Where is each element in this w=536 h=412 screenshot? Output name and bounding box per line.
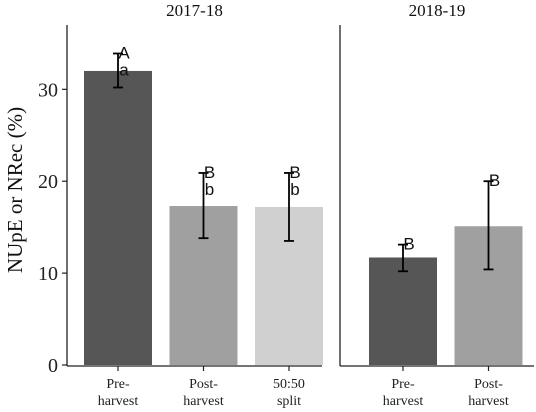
significance-label: B [289, 163, 300, 182]
x-tick-label: harvest [468, 394, 509, 409]
significance-label: b [290, 180, 299, 199]
x-tick-label: harvest [383, 394, 424, 409]
x-tick-label: Post- [474, 377, 503, 392]
panel-title: 2018-19 [409, 1, 466, 20]
panel-1: 2017-18 0 10 20 30 Aa Pre-harvest Bb Post-harves… [38, 1, 323, 409]
x-tick-label: split [277, 394, 301, 409]
panel-2: 2018-19 B Pre-harvest B Post-harvest [339, 1, 534, 409]
x-tick-label: 50:50 [273, 377, 305, 392]
x-tick-label: harvest [98, 394, 139, 409]
y-axis-label: NUpE or NRec (%) [3, 107, 27, 273]
significance-label: A [118, 43, 130, 62]
x-tick-label: Pre- [106, 377, 130, 392]
x-tick-label: Pre- [391, 377, 415, 392]
significance-label: B [204, 163, 215, 182]
significance-label: b [205, 180, 214, 199]
y-tick-label: 30 [38, 79, 58, 101]
bar [369, 257, 437, 365]
y-tick-label: 10 [38, 263, 58, 285]
x-tick-label: harvest [183, 394, 224, 409]
panel-title: 2017-18 [166, 1, 223, 20]
bar [84, 70, 152, 365]
y-tick-label: 20 [38, 171, 58, 193]
panels-layer: 2017-18 0 10 20 30 Aa Pre-harvest Bb Post-harves… [38, 1, 534, 409]
significance-label: a [119, 60, 129, 79]
significance-label: B [403, 235, 414, 254]
y-tick-label: 0 [48, 355, 58, 377]
significance-label: B [489, 171, 500, 190]
x-tick-label: Post- [189, 377, 218, 392]
